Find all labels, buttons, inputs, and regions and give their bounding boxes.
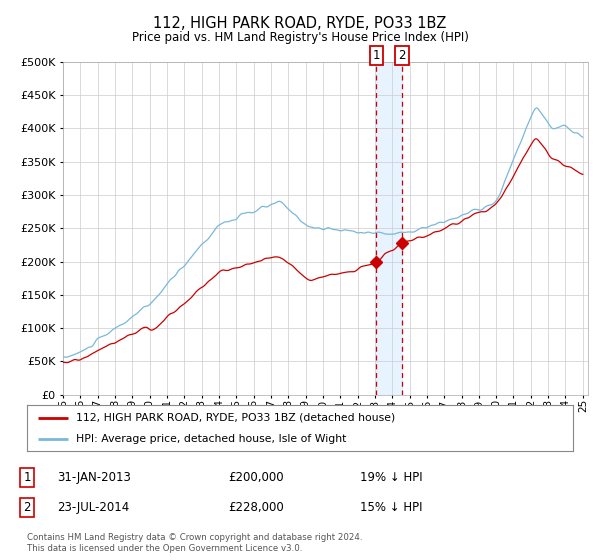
Text: £228,000: £228,000 — [228, 501, 284, 515]
Bar — [376, 62, 402, 395]
Text: 19% ↓ HPI: 19% ↓ HPI — [360, 470, 422, 484]
Text: 15% ↓ HPI: 15% ↓ HPI — [360, 501, 422, 515]
Text: 31-JAN-2013: 31-JAN-2013 — [57, 470, 131, 484]
Text: £200,000: £200,000 — [228, 470, 284, 484]
Text: Contains HM Land Registry data © Crown copyright and database right 2024.
This d: Contains HM Land Registry data © Crown c… — [27, 533, 362, 553]
Text: 112, HIGH PARK ROAD, RYDE, PO33 1BZ (detached house): 112, HIGH PARK ROAD, RYDE, PO33 1BZ (det… — [76, 413, 395, 423]
Text: 112, HIGH PARK ROAD, RYDE, PO33 1BZ: 112, HIGH PARK ROAD, RYDE, PO33 1BZ — [154, 16, 446, 31]
Text: 1: 1 — [373, 49, 380, 62]
Text: 23-JUL-2014: 23-JUL-2014 — [57, 501, 129, 515]
Text: HPI: Average price, detached house, Isle of Wight: HPI: Average price, detached house, Isle… — [76, 435, 347, 444]
Text: Price paid vs. HM Land Registry's House Price Index (HPI): Price paid vs. HM Land Registry's House … — [131, 31, 469, 44]
Text: 1: 1 — [23, 470, 31, 484]
Text: 2: 2 — [23, 501, 31, 515]
Text: 2: 2 — [398, 49, 406, 62]
